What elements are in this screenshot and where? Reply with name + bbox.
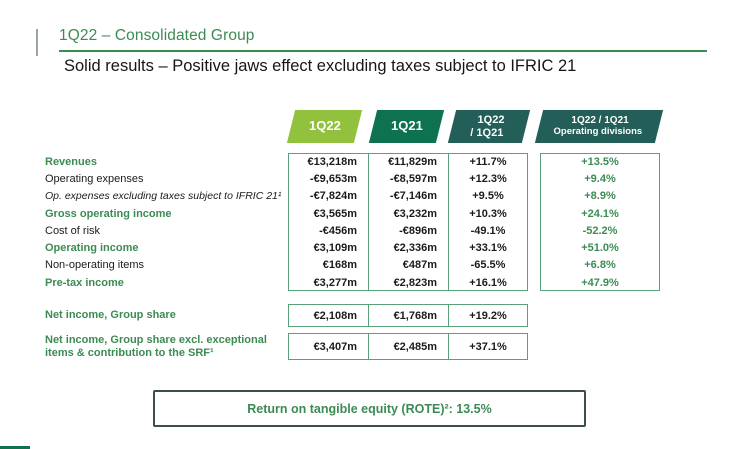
column-header-label: Operating divisions xyxy=(553,125,642,137)
cell-ops: -52.2% xyxy=(582,224,618,237)
results-table: Revenues €13,218m €11,829m +11.7% +13.5% Oper… xyxy=(45,153,660,291)
column-header-1q22: 1Q22 xyxy=(286,110,363,143)
slide-edge-decoration xyxy=(0,446,30,449)
cell-change: +16.1% xyxy=(469,276,507,289)
cell-change: +9.5% xyxy=(472,190,504,203)
row-label: Operating expenses xyxy=(45,172,144,185)
cell-1q21: €2,336m xyxy=(393,242,437,255)
table-row: Gross operating income €3,565m €3,232m +10.… xyxy=(45,205,660,222)
net-border-box xyxy=(288,333,528,360)
cell-1q21: -€8,597m xyxy=(389,172,437,185)
cell-1q21: €1,768m xyxy=(393,309,437,322)
cell-change: +19.2% xyxy=(469,309,507,322)
net-border-box xyxy=(288,304,528,327)
cell-1q22: €3,277m xyxy=(313,276,357,289)
row-label: Non-operating items xyxy=(45,259,145,272)
column-separator xyxy=(448,153,449,291)
column-separator xyxy=(368,304,369,327)
cell-1q22: €2,108m xyxy=(313,309,357,322)
cell-change: -49.1% xyxy=(470,224,506,237)
row-label: Op. expenses excluding taxes subject to … xyxy=(45,190,282,203)
cell-ops: +8.9% xyxy=(584,190,616,203)
cell-change: +37.1% xyxy=(469,340,507,353)
title-underline xyxy=(59,50,707,52)
table-row: Pre-tax income €3,277m €2,823m +16.1% +47.9% xyxy=(45,274,660,291)
ops-column-box xyxy=(540,153,660,291)
column-header-1q21: 1Q21 xyxy=(368,110,445,143)
cell-1q22: €3,109m xyxy=(313,242,357,255)
column-separator xyxy=(368,153,369,291)
cell-ops: +9.4% xyxy=(584,172,616,185)
column-separator xyxy=(368,333,369,360)
table-row: Cost of risk -€456m -€896m -49.1% -52.2% xyxy=(45,222,660,239)
table-border-box xyxy=(288,153,528,291)
table-row: Non-operating items €168m €487m -65.5% +6.8% xyxy=(45,257,660,274)
table-row: Operating income €3,109m €2,336m +33.1% +51.… xyxy=(45,239,660,256)
cell-ops: +24.1% xyxy=(581,207,619,220)
accent-line xyxy=(36,29,38,56)
cell-1q22: -€7,824m xyxy=(309,190,357,203)
cell-1q21: €3,232m xyxy=(393,207,437,220)
cell-change: +10.3% xyxy=(469,207,507,220)
cell-ops: +6.8% xyxy=(584,259,616,272)
column-header-operating-divisions: 1Q22 / 1Q21 Operating divisions xyxy=(534,110,664,143)
table-row: Op. expenses excluding taxes subject to … xyxy=(45,188,660,205)
cell-ops: +47.9% xyxy=(581,276,619,289)
cell-1q21: €2,823m xyxy=(393,276,437,289)
cell-change: +11.7% xyxy=(469,155,507,168)
column-header-label: 1Q22 xyxy=(477,113,505,126)
cell-change: +33.1% xyxy=(469,242,507,255)
cell-change: +12.3% xyxy=(469,172,507,185)
cell-change: -65.5% xyxy=(470,259,506,272)
column-header-change: 1Q22 / 1Q21 xyxy=(447,110,531,143)
row-label: Cost of risk xyxy=(45,224,101,237)
row-label: Net income, Group share excl. exceptiona… xyxy=(45,334,267,359)
cell-ops: +51.0% xyxy=(581,242,619,255)
cell-1q21: -€896m xyxy=(399,224,437,237)
column-separator xyxy=(448,304,449,327)
page-title: 1Q22 – Consolidated Group xyxy=(59,27,255,44)
cell-1q22: -€456m xyxy=(319,224,357,237)
row-label: Gross operating income xyxy=(45,207,172,220)
table-row: Operating expenses -€9,653m -€8,597m +12.3%… xyxy=(45,170,660,187)
column-separator xyxy=(448,333,449,360)
rote-box: Return on tangible equity (ROTE)²: 13.5% xyxy=(153,390,586,427)
cell-1q21: €2,485m xyxy=(393,340,437,353)
table-row: Revenues €13,218m €11,829m +11.7% +13.5% xyxy=(45,153,660,170)
row-label: Operating income xyxy=(45,242,139,255)
cell-1q22: €13,218m xyxy=(307,155,357,168)
column-header-label: 1Q21 xyxy=(390,118,423,134)
row-label: Net income, Group share xyxy=(45,309,176,322)
rote-text: Return on tangible equity (ROTE)²: 13.5% xyxy=(247,401,492,416)
row-label: Revenues xyxy=(45,155,97,168)
cell-1q21: €11,829m xyxy=(388,155,437,168)
cell-1q21: -€7,146m xyxy=(389,190,437,203)
cell-1q22: €3,407m xyxy=(313,340,357,353)
subtitle: Solid results – Positive jaws effect exc… xyxy=(64,57,577,75)
cell-1q22: -€9,653m xyxy=(309,172,357,185)
cell-1q21: €487m xyxy=(402,259,437,272)
cell-1q22: €168m xyxy=(322,259,357,272)
column-header-label: / 1Q21 xyxy=(470,126,504,139)
row-label: Pre-tax income xyxy=(45,276,124,289)
cell-1q22: €3,565m xyxy=(313,207,357,220)
column-header-label: 1Q22 xyxy=(308,118,341,134)
cell-ops: +13.5% xyxy=(581,155,619,168)
net-income-row: Net income, Group share €2,108m €1,768m +19… xyxy=(45,304,660,327)
net-income-excl-row: Net income, Group share excl. exceptiona… xyxy=(45,333,660,360)
